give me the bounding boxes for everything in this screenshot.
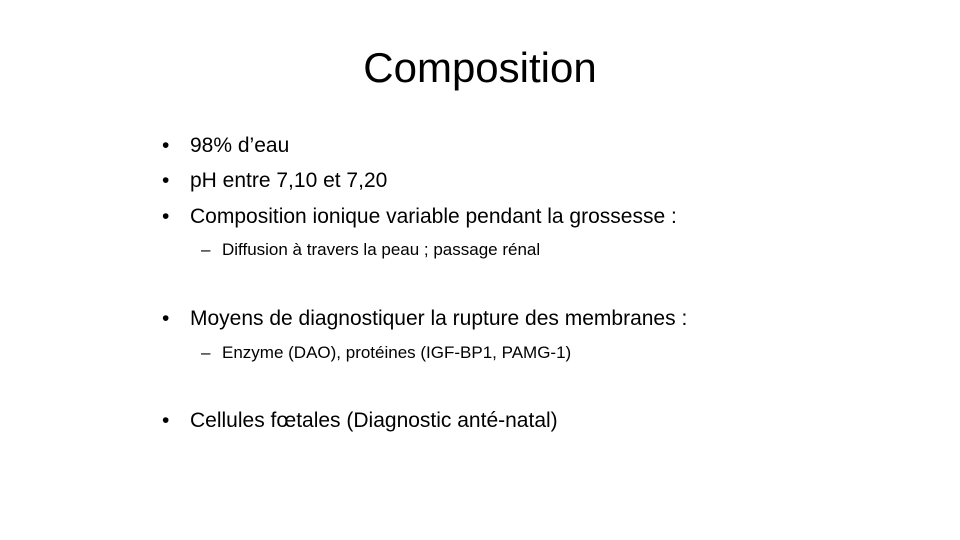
- bullet-text: 98% d’eau: [190, 134, 290, 157]
- bullet-dot: •: [162, 134, 170, 157]
- bullet-text: Cellules fœtales (Diagnostic anté-natal): [190, 409, 558, 432]
- sub-bullet-dash: –: [201, 240, 211, 259]
- bullet-text: pH entre 7,10 et 7,20: [190, 169, 388, 192]
- slide-title: Composition: [363, 44, 597, 91]
- sub-bullet-text: Diffusion à travers la peau ; passage ré…: [222, 240, 541, 259]
- bullet-text: Moyens de diagnostiquer la rupture des m…: [190, 307, 688, 330]
- bullet-dot: •: [162, 205, 170, 228]
- sub-bullet-text: Enzyme (DAO), protéines (IGF-BP1, PAMG-1…: [222, 343, 572, 362]
- bullet-dot: •: [162, 169, 170, 192]
- bullet-dot: •: [162, 307, 170, 330]
- bullet-dot: •: [162, 409, 170, 432]
- bullet-text: Composition ionique variable pendant la …: [190, 205, 677, 228]
- sub-bullet-dash: –: [201, 343, 211, 362]
